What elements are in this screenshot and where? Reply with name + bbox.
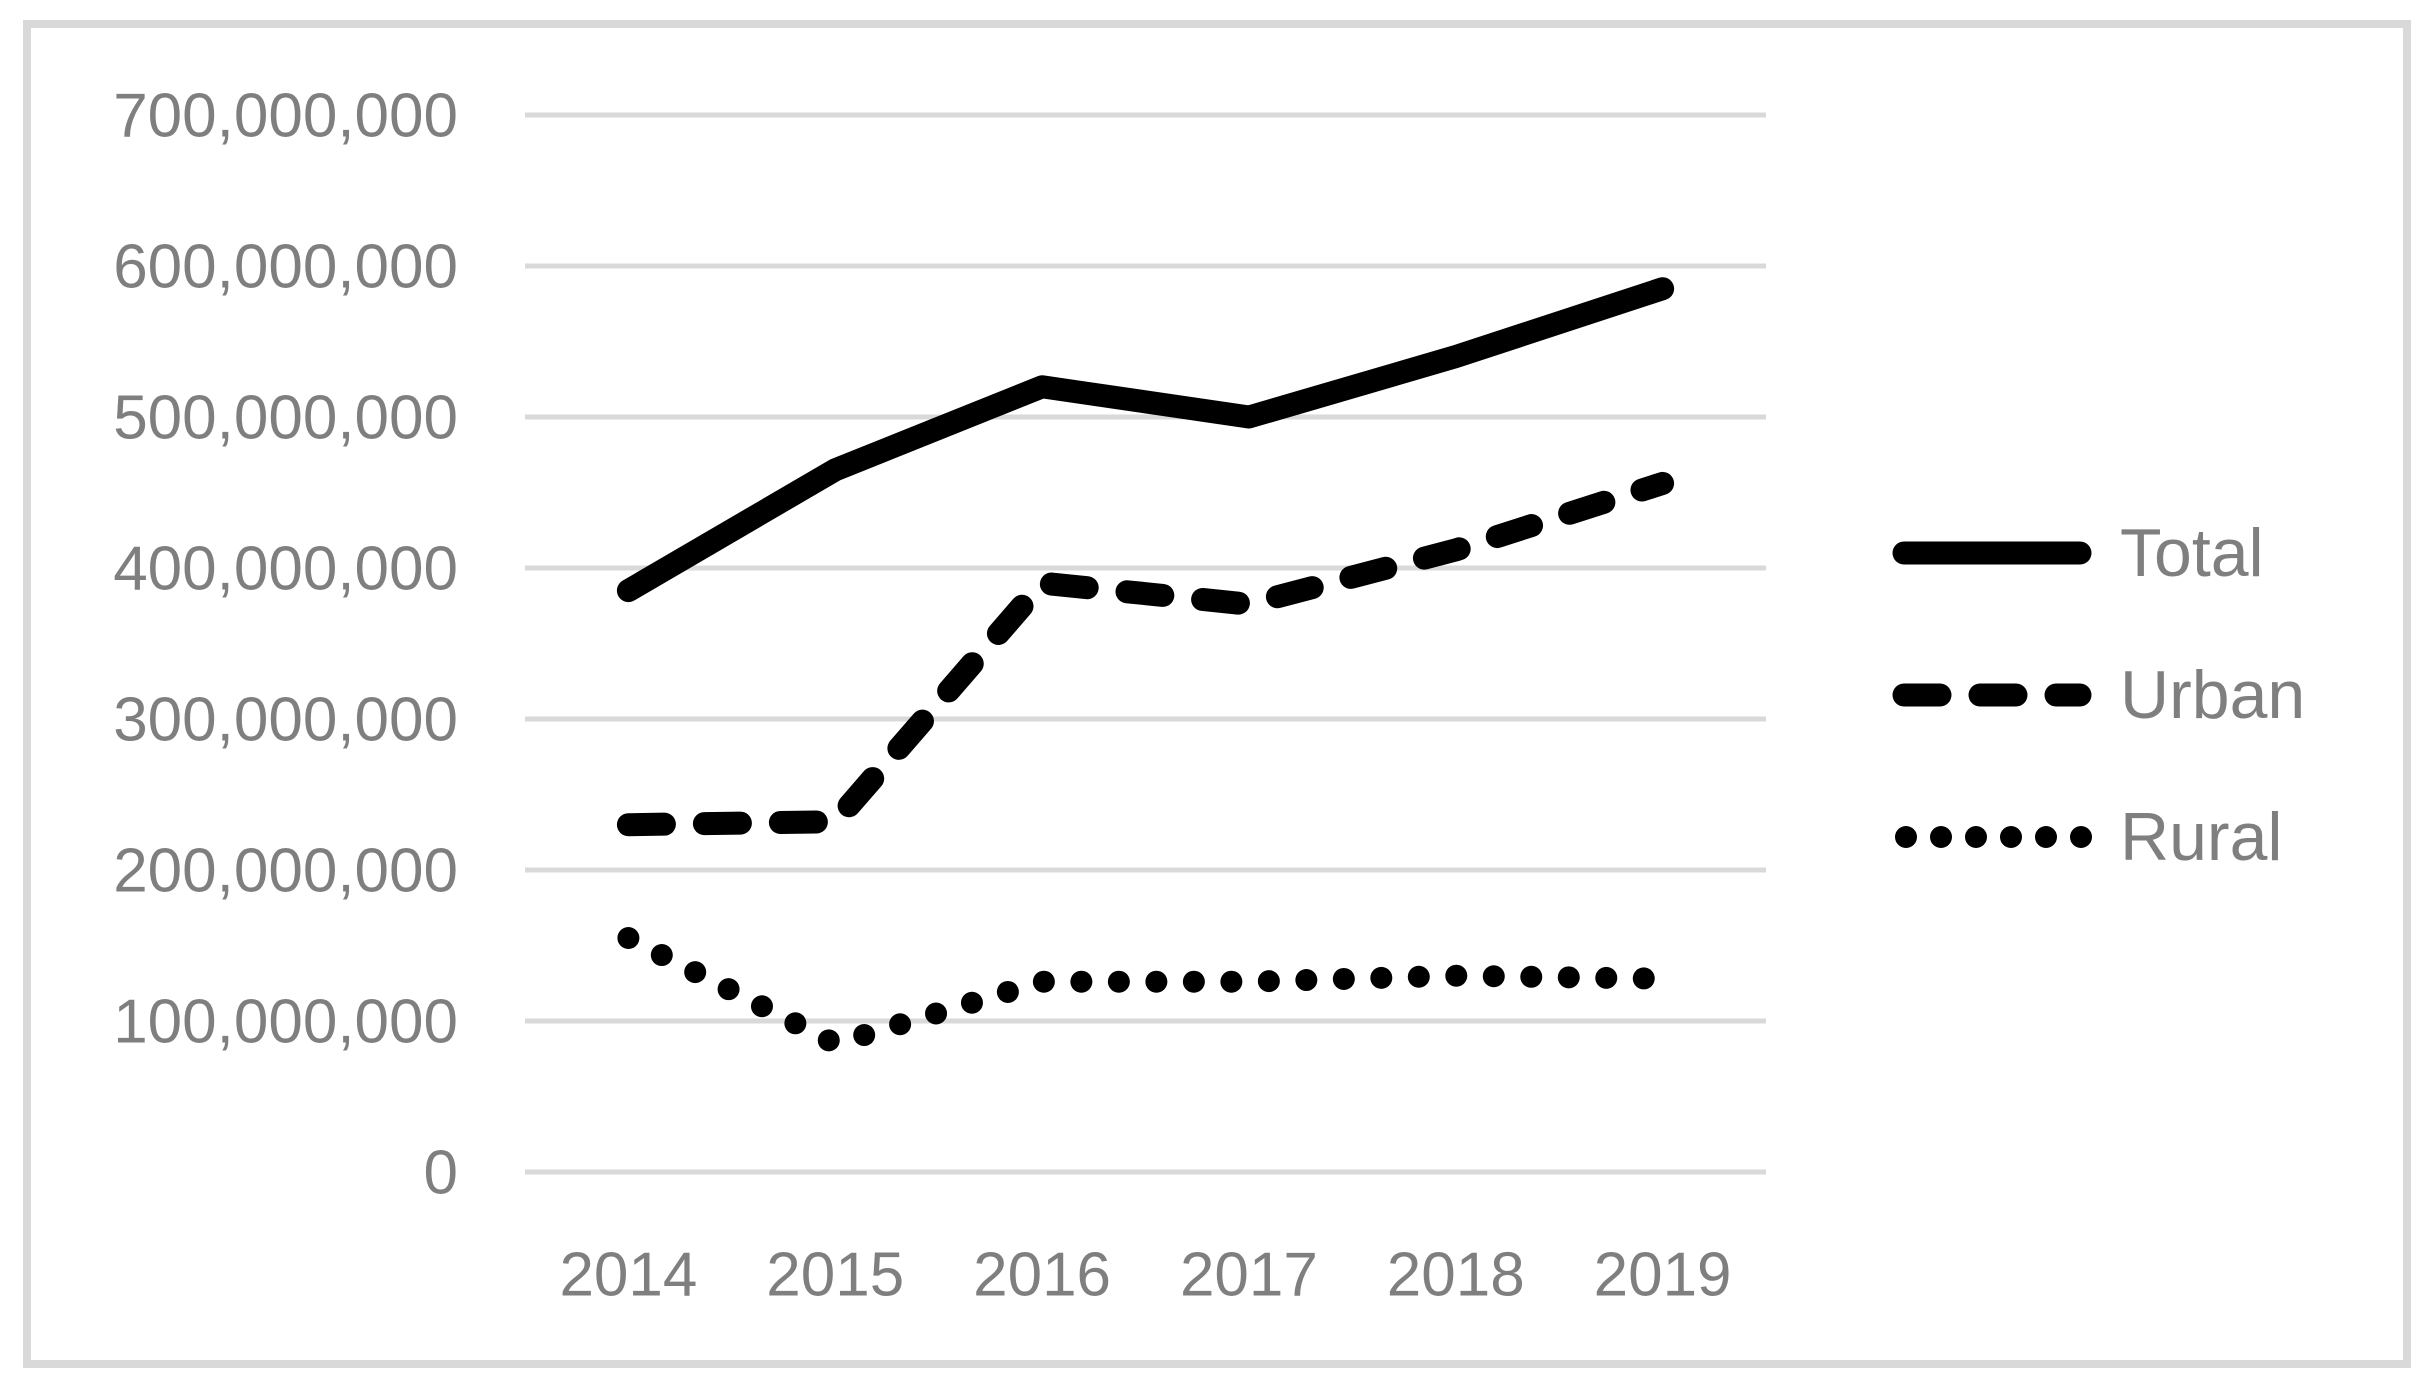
x-axis-tick-label: 2016: [973, 1241, 1111, 1310]
x-axis-tick-label: 2018: [1387, 1241, 1525, 1310]
y-axis-tick-label: 400,000,000: [113, 535, 458, 604]
x-axis-tick-label: 2014: [559, 1241, 697, 1310]
chart-frame-border: [23, 20, 2411, 1368]
total-series-line: [616, 277, 1675, 603]
y-axis-tick-label: 700,000,000: [113, 82, 458, 151]
urban-series-line: [616, 471, 1675, 837]
x-axis-tick-label: 2019: [1594, 1241, 1732, 1310]
y-axis-tick-label: 100,000,000: [113, 988, 458, 1057]
y-axis-tick-label: 500,000,000: [113, 384, 458, 453]
y-axis-tick-label: 300,000,000: [113, 686, 458, 755]
rural-series-line: [617, 927, 1674, 1055]
y-axis-tick-label: 0: [424, 1139, 458, 1208]
y-axis-tick-label: 600,000,000: [113, 233, 458, 302]
x-axis-tick-label: 2015: [766, 1241, 904, 1310]
x-axis-tick-label: 2017: [1180, 1241, 1318, 1310]
y-axis-tick-label: 200,000,000: [113, 837, 458, 906]
